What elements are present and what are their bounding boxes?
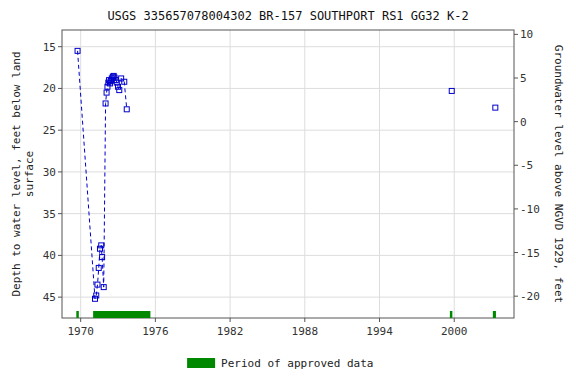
title: USGS 335657078004302 BR-157 SOUTHPORT RS… bbox=[107, 9, 468, 23]
y-tick bbox=[58, 46, 62, 47]
plot-frame bbox=[62, 30, 514, 318]
y2-tick bbox=[514, 121, 518, 122]
data-point bbox=[101, 285, 106, 290]
y-tick-label: 35 bbox=[43, 208, 56, 221]
legend-swatch bbox=[187, 358, 215, 368]
data-point bbox=[100, 255, 105, 260]
y2-tick-label: -15 bbox=[520, 247, 540, 260]
grid-line bbox=[62, 171, 514, 172]
y-tick bbox=[58, 213, 62, 214]
y2-axis-label: Groundwater level above NGVD 1929, feet bbox=[552, 45, 565, 303]
y2-tick-label: 5 bbox=[520, 72, 527, 85]
data-point bbox=[119, 76, 124, 81]
x-tick bbox=[379, 318, 380, 322]
y2-tick bbox=[514, 252, 518, 253]
y2-tick-label: -20 bbox=[520, 290, 540, 303]
x-tick-label: 1994 bbox=[366, 325, 393, 338]
data-point bbox=[103, 101, 108, 106]
data-point bbox=[99, 243, 104, 248]
y-tick bbox=[58, 171, 62, 172]
x-tick bbox=[454, 318, 455, 322]
y-axis-label-line: surface bbox=[23, 151, 36, 197]
data-point bbox=[449, 88, 454, 93]
y2-tick bbox=[514, 78, 518, 79]
y2-tick-label: 0 bbox=[520, 116, 527, 129]
data-point bbox=[104, 90, 109, 95]
grid-line bbox=[80, 30, 81, 318]
y-tick bbox=[58, 88, 62, 89]
data-point bbox=[493, 105, 498, 110]
x-tick bbox=[230, 318, 231, 322]
data-point bbox=[122, 79, 127, 84]
y2-tick bbox=[514, 165, 518, 166]
x-tick bbox=[155, 318, 156, 322]
y-tick bbox=[58, 297, 62, 298]
x-tick-label: 1982 bbox=[217, 325, 244, 338]
series bbox=[449, 88, 498, 110]
grid-line bbox=[454, 30, 455, 318]
grid-line bbox=[155, 30, 156, 318]
grid-line bbox=[304, 30, 305, 318]
chart: 1970 1976 1982 1988 1994 2000 15 20 25 30 35 40 45 10… bbox=[0, 0, 576, 384]
grid-line bbox=[379, 30, 380, 318]
y2-tick-label: 10 bbox=[520, 28, 533, 41]
legend: Period of approved data bbox=[187, 357, 373, 370]
data-point bbox=[124, 107, 129, 112]
grid-line bbox=[62, 130, 514, 131]
grid-line bbox=[62, 213, 514, 214]
grid-line bbox=[62, 46, 514, 47]
y-tick bbox=[58, 130, 62, 131]
grid bbox=[62, 30, 514, 318]
y-tick bbox=[58, 255, 62, 256]
legend-label: Period of approved data bbox=[221, 357, 373, 370]
data-point bbox=[117, 88, 122, 93]
x-tick bbox=[304, 318, 305, 322]
grid-line bbox=[230, 30, 231, 318]
x-tick-label: 1976 bbox=[142, 325, 169, 338]
y2-tick-label: -5 bbox=[520, 159, 533, 172]
period-bar bbox=[76, 311, 78, 318]
grid-line bbox=[62, 297, 514, 298]
period-bar bbox=[93, 311, 150, 318]
y2-tick bbox=[514, 296, 518, 297]
y-tick-label: 25 bbox=[43, 124, 56, 137]
series bbox=[75, 48, 129, 301]
y-axis-label-line: Depth to water level, feet below land bbox=[10, 51, 23, 296]
x-tick bbox=[80, 318, 81, 322]
y-axis-label: Depth to water level, feet below landsur… bbox=[10, 51, 36, 296]
y2-tick bbox=[514, 208, 518, 209]
data-point bbox=[94, 293, 99, 298]
x-tick-label: 2000 bbox=[441, 325, 468, 338]
period-bar bbox=[450, 311, 452, 318]
y-tick-label: 20 bbox=[43, 82, 56, 95]
data-line bbox=[78, 51, 127, 299]
x-tick-label: 1988 bbox=[292, 325, 319, 338]
data-point bbox=[96, 265, 101, 270]
y2-tick bbox=[514, 34, 518, 35]
grid-line bbox=[62, 255, 514, 256]
axes: 1970 1976 1982 1988 1994 2000 15 20 25 30 35 40 45 10… bbox=[43, 28, 540, 338]
grid-line bbox=[62, 88, 514, 89]
plot-area bbox=[75, 48, 498, 318]
y-tick-label: 15 bbox=[43, 41, 56, 54]
data-point bbox=[95, 282, 100, 287]
y-tick-label: 45 bbox=[43, 291, 56, 304]
y-tick-label: 30 bbox=[43, 166, 56, 179]
period-bar bbox=[493, 311, 496, 318]
data-point bbox=[75, 48, 80, 53]
y2-tick-label: -10 bbox=[520, 203, 540, 216]
x-tick-label: 1970 bbox=[67, 325, 94, 338]
y-tick-label: 40 bbox=[43, 249, 56, 262]
series bbox=[76, 311, 496, 318]
